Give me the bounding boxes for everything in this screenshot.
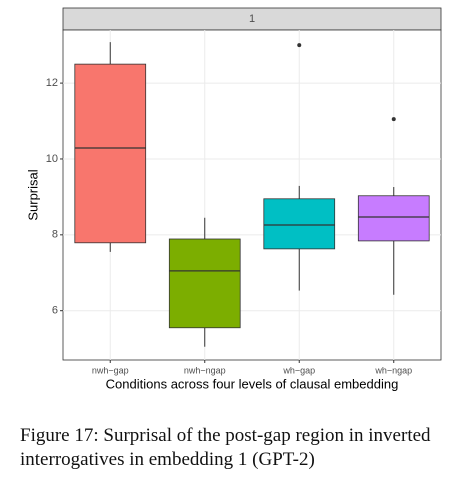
y-tick-label: 10 [46,153,58,165]
box [168,238,241,329]
x-tick-label: wh−gap [282,365,315,375]
box [74,63,147,244]
x-tick-label: nwh−gap [92,365,129,375]
x-tick-label: wh−ngap [374,365,412,375]
outlier [391,117,396,122]
x-axis-label: Conditions across four levels of clausal… [106,376,399,391]
x-tick-label: nwh−ngap [184,365,226,375]
y-tick-label: 12 [46,77,58,89]
chart: 1 Conditions across four levels of claus… [25,7,442,391]
caption: Figure 17: Surprisal of the post-gap reg… [20,425,431,470]
box [357,195,430,242]
y-tick-label: 6 [52,305,58,317]
panel-label: 1 [249,13,255,25]
outlier [297,43,302,48]
y-axis-label: Surprisal [25,169,40,220]
y-tick-label: 8 [52,229,58,241]
box [263,198,336,250]
